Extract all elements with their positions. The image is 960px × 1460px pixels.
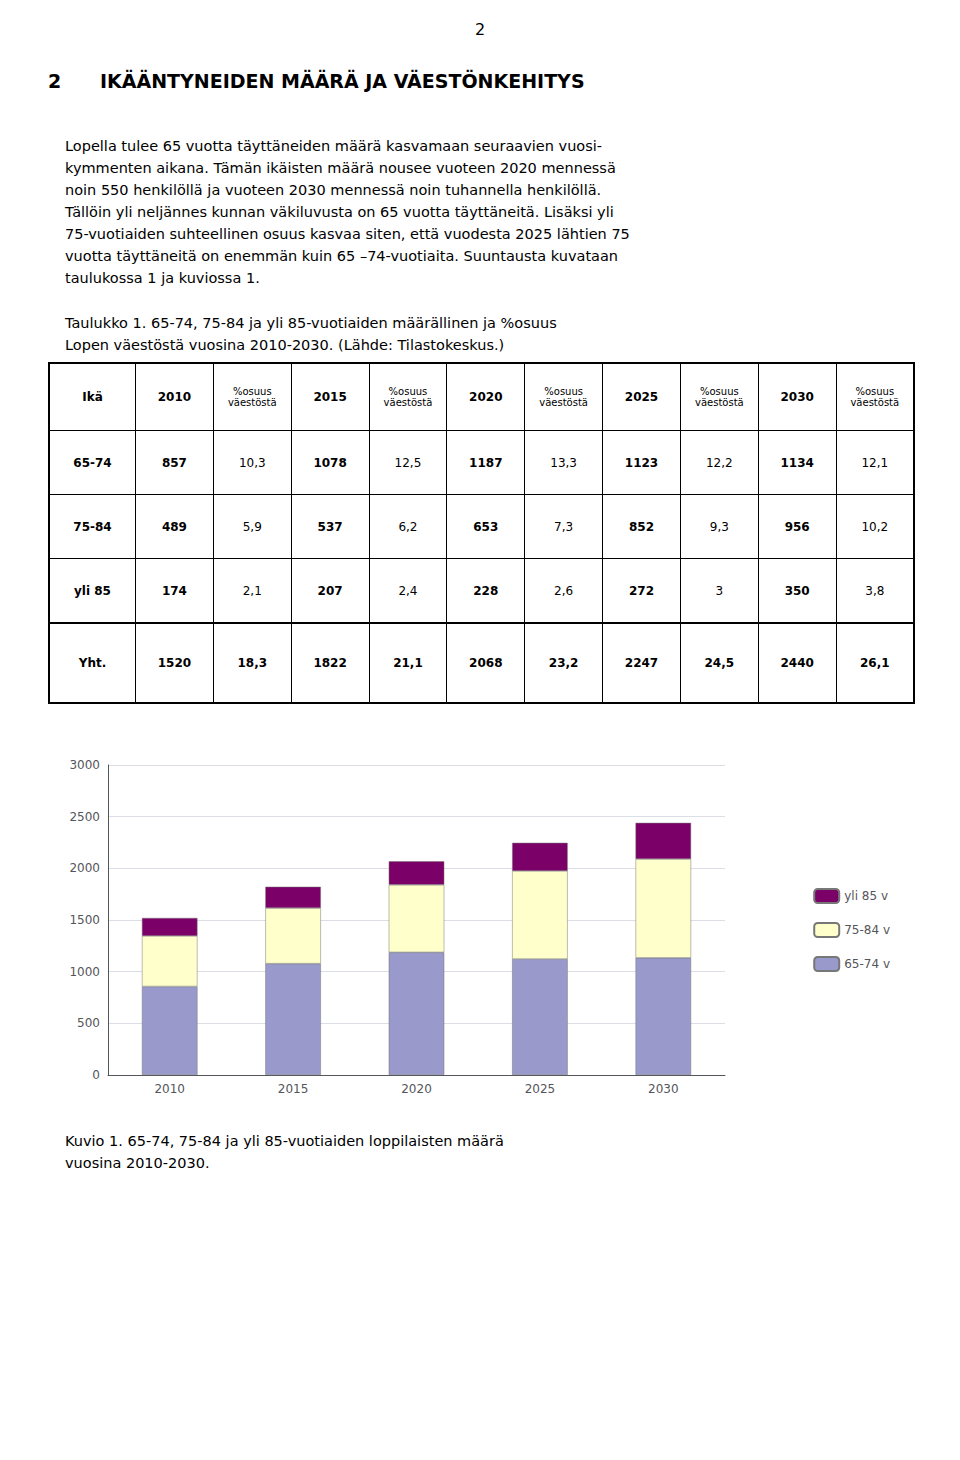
- html-text:228: 228: [473, 583, 499, 598]
- html-text:Lopella tulee 65 vuotta täyttä: Lopella tulee 65 vuotta täyttäneiden mää…: [65, 138, 602, 154]
- html-text:65-74: 65-74: [73, 455, 112, 470]
- html-text:7,3: 7,3: [554, 519, 574, 534]
- html-text:10,2: 10,2: [861, 519, 889, 534]
- html-text:9,3: 9,3: [709, 519, 729, 534]
- html-text:2,6: 2,6: [554, 583, 574, 598]
- html-text:IKÄÄNTYNEIDEN MÄÄRÄ JA VÄESTÖN: IKÄÄNTYNEIDEN MÄÄRÄ JA VÄESTÖNKEHITYS: [100, 70, 585, 92]
- html-text:taulukossa 1 ja kuviossa 1.: taulukossa 1 ja kuviossa 1.: [65, 270, 260, 286]
- svg-text:2015: 2015: [278, 1082, 309, 1096]
- html-text:Lopen väestöstä vuosina 2010-2: Lopen väestöstä vuosina 2010-2030. (Lähd…: [65, 337, 505, 353]
- html-text:Kuvio 1. 65-74, 75-84 ja yli 8: Kuvio 1. 65-74, 75-84 ja yli 85-vuotiaid…: [65, 1133, 504, 1149]
- svg-text:75-84 v: 75-84 v: [844, 923, 890, 937]
- svg-text:2500: 2500: [69, 810, 100, 824]
- svg-text:3000: 3000: [69, 758, 100, 772]
- html-text:75-vuotiaiden suhteellinen osu: 75-vuotiaiden suhteellinen osuus kasvaa …: [65, 226, 630, 242]
- html-text:23,2: 23,2: [548, 656, 579, 670]
- html-text:vuotta täyttäneitä on enemmän: vuotta täyttäneitä on enemmän kuin 65 –7…: [65, 248, 618, 264]
- html-text:2020: 2020: [469, 390, 503, 404]
- svg-text:2010: 2010: [154, 1082, 185, 1096]
- html-text:noin 550 henkilöllä ja vuoteen: noin 550 henkilöllä ja vuoteen 2030 menn…: [65, 182, 602, 198]
- html-text:207: 207: [317, 583, 343, 598]
- html-text:väestöstä: väestöstä: [695, 397, 744, 408]
- html-text:2010: 2010: [157, 390, 192, 404]
- html-text:2068: 2068: [469, 656, 503, 670]
- html-text:852: 852: [629, 519, 654, 534]
- html-text:1078: 1078: [313, 455, 347, 470]
- html-text:Yht.: Yht.: [78, 656, 107, 670]
- html-text:2025: 2025: [624, 390, 659, 404]
- html-text:6,2: 6,2: [398, 519, 418, 534]
- svg-text:2025: 2025: [525, 1082, 556, 1096]
- html-text:2,4: 2,4: [398, 583, 418, 598]
- html-text:1822: 1822: [313, 656, 347, 670]
- html-text:Ikä: Ikä: [82, 390, 103, 404]
- html-text:2440: 2440: [780, 656, 814, 670]
- html-text:2015: 2015: [313, 390, 347, 404]
- html-text:10,3: 10,3: [238, 455, 266, 470]
- html-text:13,3: 13,3: [550, 455, 577, 470]
- html-text:2,1: 2,1: [242, 583, 262, 598]
- html-text:24,5: 24,5: [704, 656, 735, 670]
- html-text:2: 2: [474, 20, 486, 39]
- html-text:%osuus: %osuus: [700, 386, 739, 397]
- html-text:%osuus: %osuus: [388, 386, 428, 397]
- html-text:1134: 1134: [780, 455, 814, 470]
- html-text:väestöstä: väestöstä: [850, 397, 900, 408]
- html-text:3,8: 3,8: [865, 583, 885, 598]
- html-text:489: 489: [161, 519, 187, 534]
- html-text:12,1: 12,1: [861, 455, 889, 470]
- html-text:174: 174: [161, 583, 187, 598]
- html-text:kymmenten aikana. Tämän ikäist: kymmenten aikana. Tämän ikäisten määrä n…: [65, 160, 616, 176]
- html-text:26,1: 26,1: [860, 656, 890, 670]
- html-text:18,3: 18,3: [237, 656, 268, 670]
- html-text:1520: 1520: [157, 656, 192, 670]
- html-text:2030: 2030: [780, 390, 814, 404]
- html-text:vuosina 2010-2030.: vuosina 2010-2030.: [65, 1155, 210, 1171]
- html-text:%osuus: %osuus: [544, 386, 583, 397]
- html-text:537: 537: [317, 519, 343, 534]
- html-text:21,1: 21,1: [393, 656, 423, 670]
- html-text:2: 2: [48, 70, 62, 92]
- html-text:%osuus: %osuus: [855, 386, 895, 397]
- html-text:75-84: 75-84: [73, 519, 112, 534]
- html-text:3: 3: [715, 583, 724, 598]
- html-text:956: 956: [784, 519, 810, 534]
- html-text:Taulukko 1. 65-74, 75-84 ja yl: Taulukko 1. 65-74, 75-84 ja yli 85-vuoti…: [65, 315, 557, 331]
- html-text:5,9: 5,9: [242, 519, 262, 534]
- html-text:12,2: 12,2: [706, 455, 733, 470]
- html-text:857: 857: [161, 455, 187, 470]
- html-text:12,5: 12,5: [394, 455, 422, 470]
- html-text:1123: 1123: [624, 455, 659, 470]
- html-text:Tällöin yli neljännes kunnan v: Tällöin yli neljännes kunnan väkiluvusta…: [65, 204, 614, 220]
- html-text:yli 85: yli 85: [74, 583, 111, 598]
- svg-text:1500: 1500: [69, 913, 100, 927]
- html-text:2247: 2247: [624, 656, 659, 670]
- svg-text:1000: 1000: [69, 965, 100, 979]
- svg-text:2020: 2020: [401, 1082, 432, 1096]
- html-text:väestöstä: väestöstä: [539, 397, 588, 408]
- html-text:350: 350: [784, 583, 810, 598]
- html-text:1187: 1187: [469, 455, 503, 470]
- html-text:272: 272: [629, 583, 654, 598]
- svg-text:0: 0: [92, 1068, 100, 1082]
- html-text:%osuus: %osuus: [232, 386, 272, 397]
- svg-text:yli 85 v: yli 85 v: [844, 889, 888, 903]
- html-text:väestöstä: väestöstä: [227, 397, 277, 408]
- svg-text:2000: 2000: [69, 861, 100, 875]
- svg-text:500: 500: [77, 1016, 100, 1030]
- html-text:653: 653: [473, 519, 499, 534]
- svg-text:65-74 v: 65-74 v: [844, 957, 890, 971]
- svg-text:2030: 2030: [648, 1082, 679, 1096]
- html-text:väestöstä: väestöstä: [383, 397, 433, 408]
